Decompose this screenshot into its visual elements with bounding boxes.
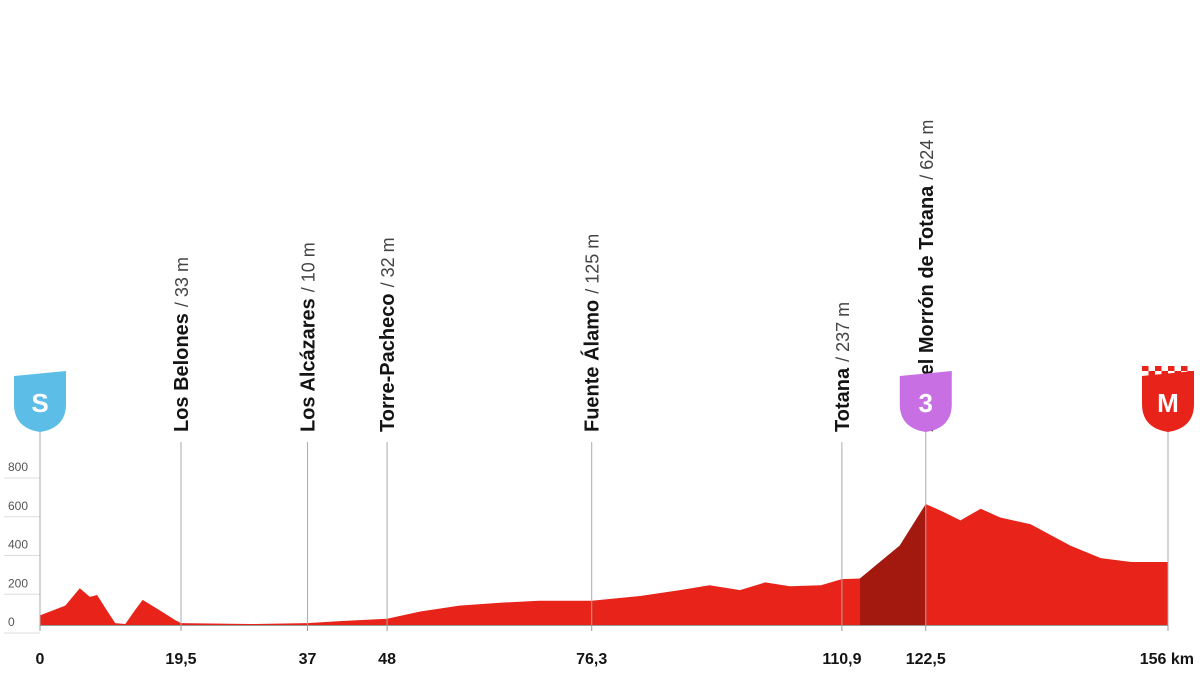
climb-area	[859, 504, 926, 625]
checker	[1142, 366, 1149, 371]
checker	[1174, 371, 1181, 376]
x-tick-label: 156 km	[1140, 651, 1194, 668]
y-tick-label: 400	[8, 538, 28, 552]
elevation-area	[40, 504, 1168, 625]
y-tick-label: 200	[8, 576, 28, 590]
waypoint-label: Torre-Pacheco / 32 m	[377, 237, 399, 432]
x-tick-label: 76,3	[576, 651, 607, 668]
badge-shape	[14, 371, 66, 432]
badge-shape	[899, 371, 952, 432]
waypoint-label: Los Belones / 33 m	[171, 257, 193, 432]
x-tick-label: 19,5	[165, 651, 196, 668]
waypoint-elevation: / 125 m	[583, 234, 603, 294]
waypoint-name: Alto del Morrón de Totana	[916, 185, 938, 432]
badge-shape	[1142, 371, 1194, 432]
checker	[1181, 366, 1188, 371]
checker	[1187, 371, 1194, 376]
badge-label: M	[1157, 388, 1179, 418]
waypoint-name: Torre-Pacheco	[377, 293, 399, 432]
waypoint-elevation: / 624 m	[917, 120, 937, 180]
x-tick-label: 110,9	[822, 651, 861, 668]
waypoint-elevation: / 10 m	[299, 242, 319, 292]
checker	[1155, 366, 1162, 371]
waypoint-elevation: / 32 m	[378, 237, 398, 287]
y-tick-label: 800	[8, 460, 28, 474]
y-tick-label: 600	[8, 499, 28, 513]
x-tick-label: 48	[378, 651, 396, 668]
checker	[1148, 371, 1155, 376]
badge-label: 3	[919, 388, 933, 418]
waypoint-name: Los Belones	[171, 313, 193, 432]
waypoint-name: Los Alcázares	[298, 298, 320, 432]
x-tick-label: 122,5	[906, 651, 946, 668]
waypoint-label: Fuente Álamo / 125 m	[581, 234, 604, 432]
x-tick-label: 0	[36, 651, 45, 668]
waypoint-label: Totana / 237 m	[832, 302, 854, 432]
badge-label: S	[31, 388, 48, 418]
waypoint-elevation: / 33 m	[172, 257, 192, 307]
waypoint-label: Alto del Morrón de Totana / 624 m	[916, 120, 938, 432]
waypoint-label: Los Alcázares / 10 m	[298, 242, 320, 432]
waypoint-name: Fuente Álamo	[581, 300, 604, 432]
checker	[1161, 371, 1168, 376]
y-tick-label: 0	[8, 615, 15, 629]
checker	[1168, 366, 1175, 371]
waypoint-name: Totana	[832, 367, 854, 432]
x-tick-label: 37	[299, 651, 317, 668]
waypoint-elevation: / 237 m	[833, 302, 853, 362]
